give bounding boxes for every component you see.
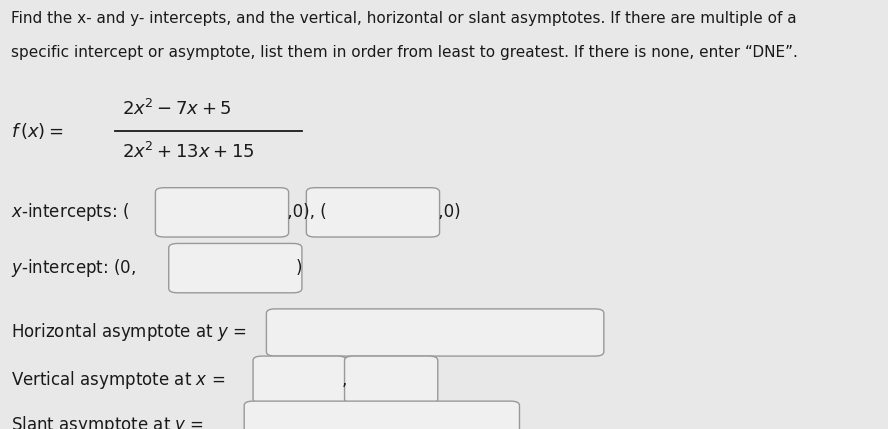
- Text: ,0): ,0): [433, 203, 461, 221]
- FancyBboxPatch shape: [306, 188, 440, 237]
- FancyBboxPatch shape: [169, 244, 302, 293]
- FancyBboxPatch shape: [266, 309, 604, 356]
- Text: ): ): [296, 259, 302, 277]
- Text: $f\,(x) =$: $f\,(x) =$: [11, 121, 63, 141]
- Text: $2x^2 - 7x + 5$: $2x^2 - 7x + 5$: [122, 100, 231, 119]
- FancyBboxPatch shape: [244, 401, 519, 429]
- Text: ,: ,: [342, 371, 347, 389]
- Text: $2x^2 + 13x + 15$: $2x^2 + 13x + 15$: [122, 142, 254, 162]
- Text: Horizontal asymptote at $y$ =: Horizontal asymptote at $y$ =: [11, 321, 246, 344]
- Text: Slant asymptote at $y$ =: Slant asymptote at $y$ =: [11, 414, 203, 429]
- Text: $y$-intercept: (0,: $y$-intercept: (0,: [11, 257, 136, 279]
- FancyBboxPatch shape: [345, 356, 438, 403]
- Text: Vertical asymptote at $x$ =: Vertical asymptote at $x$ =: [11, 369, 225, 391]
- Text: ,0), (: ,0), (: [282, 203, 327, 221]
- Text: specific intercept or asymptote, list them in order from least to greatest. If t: specific intercept or asymptote, list th…: [11, 45, 797, 60]
- FancyBboxPatch shape: [155, 188, 289, 237]
- Text: $x$-intercepts: (: $x$-intercepts: (: [11, 201, 129, 224]
- Text: Find the x- and y- intercepts, and the vertical, horizontal or slant asymptotes.: Find the x- and y- intercepts, and the v…: [11, 11, 797, 26]
- FancyBboxPatch shape: [253, 356, 346, 403]
